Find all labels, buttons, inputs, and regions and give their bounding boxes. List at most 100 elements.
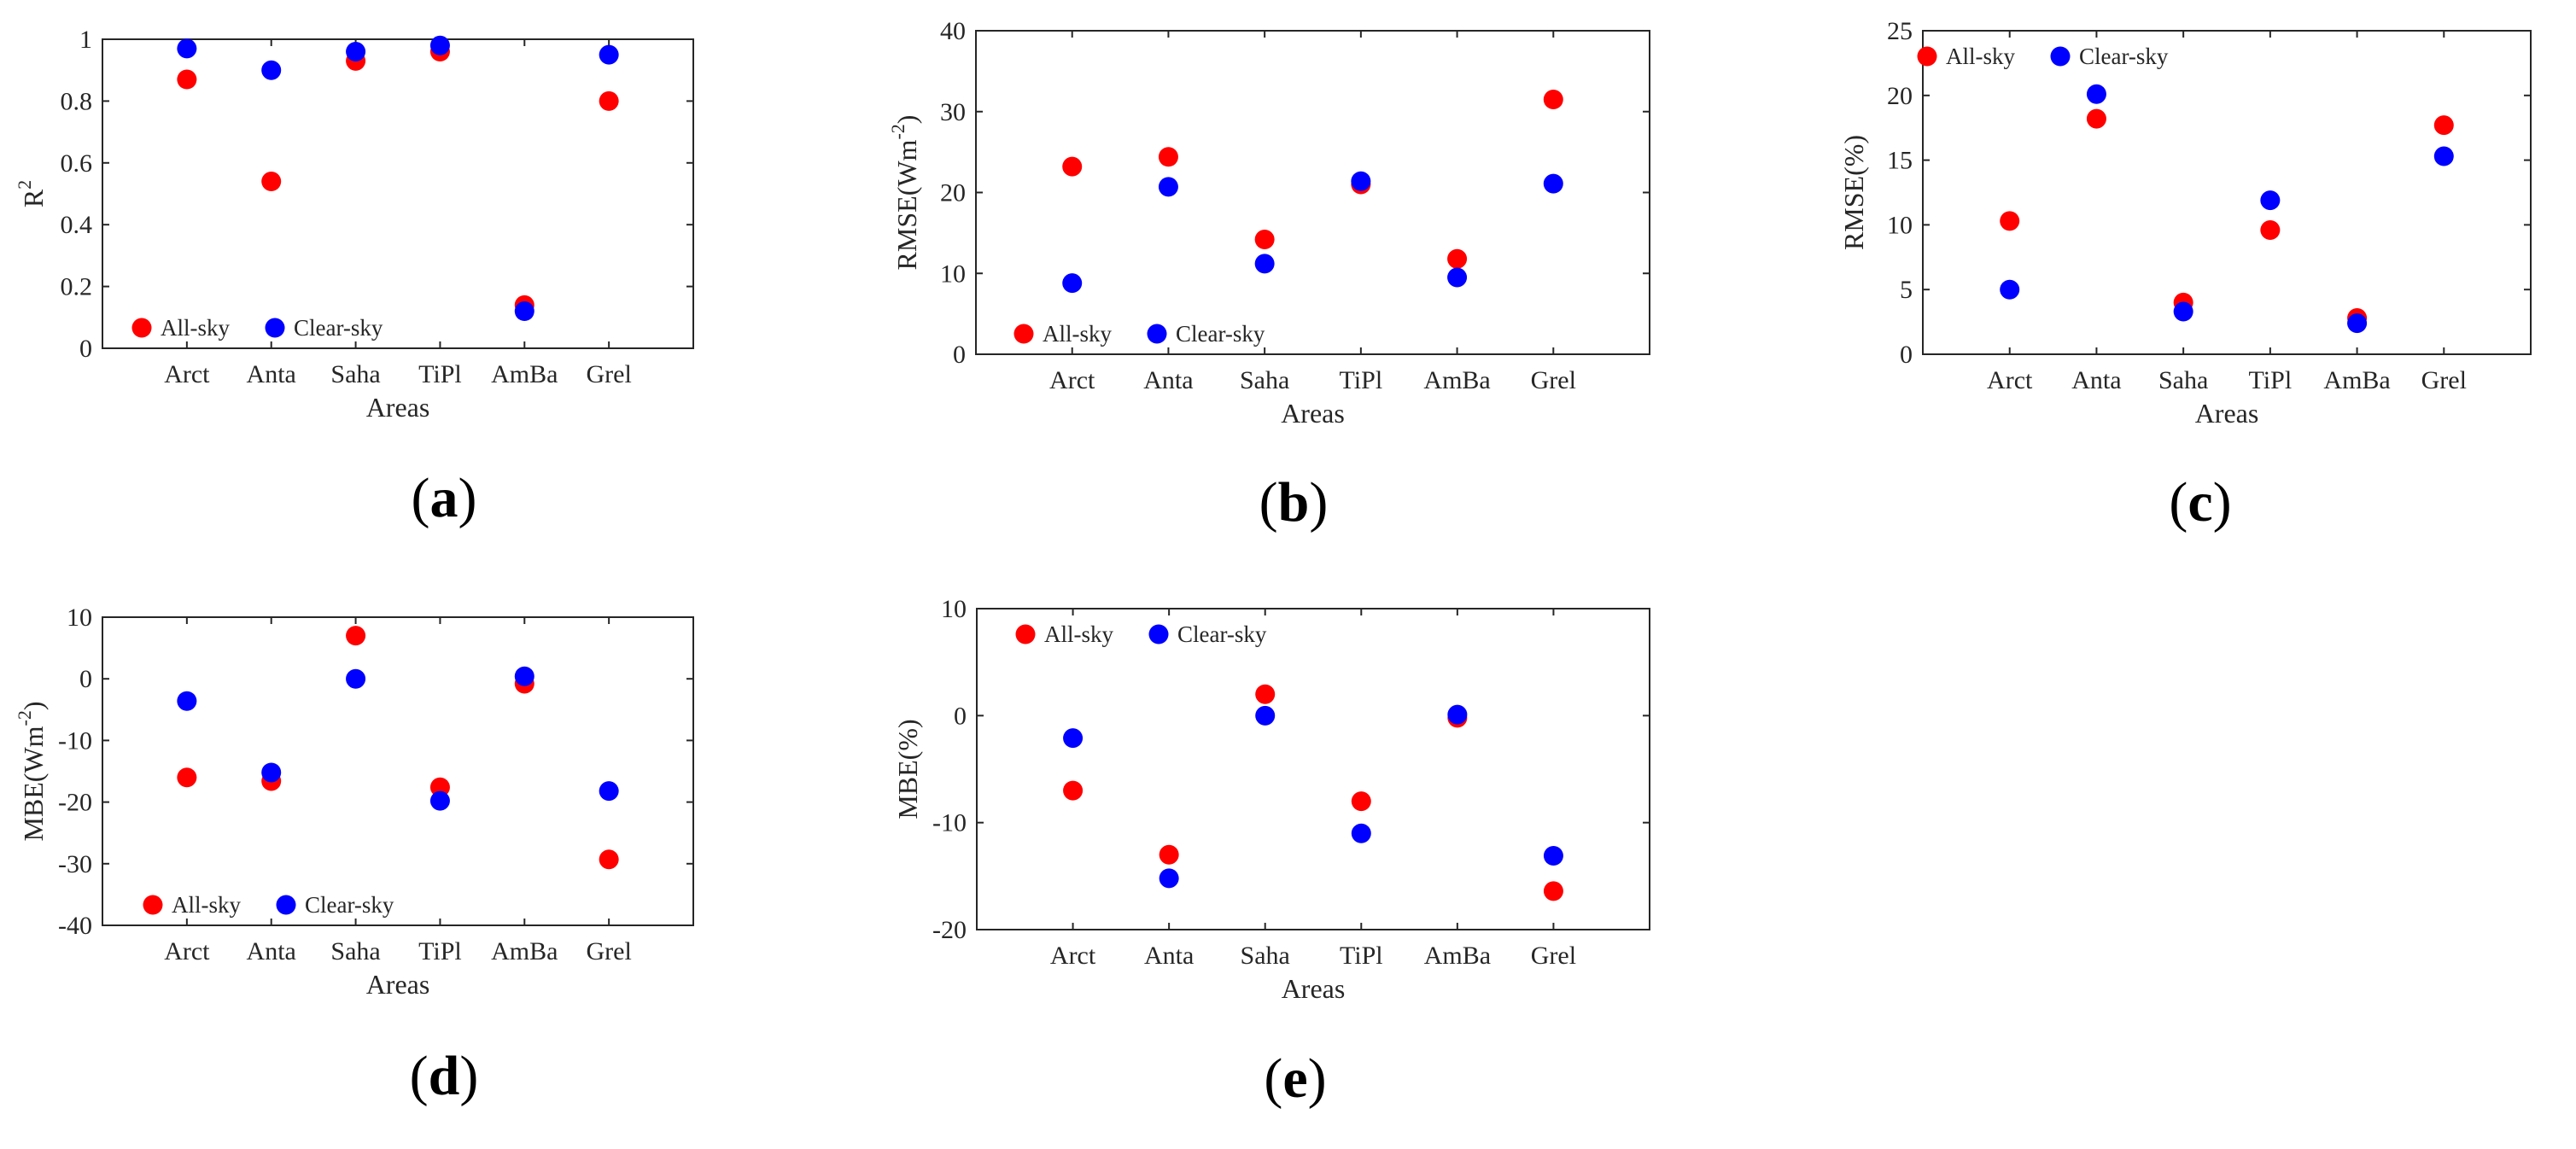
point-all-sky-arct (1063, 780, 1084, 801)
y-tick-label: 10 (67, 604, 92, 632)
point-clear-sky-arct (1063, 728, 1084, 749)
y-tick-label: 20 (940, 179, 966, 207)
x-tick-label: Anta (2071, 366, 2121, 394)
point-clear-sky-grel (599, 44, 619, 65)
point-all-sky-grel (2433, 115, 2454, 136)
x-tick-label: Arct (1049, 366, 1095, 394)
point-clear-sky-anta (1158, 177, 1178, 197)
x-tick-label: AmBa (1424, 942, 1491, 970)
legend-label-clear-sky: Clear-sky (2079, 44, 2169, 69)
legend-label-all-sky: All-sky (172, 892, 242, 918)
x-axis-label: Areas (1281, 398, 1345, 429)
y-tick-label: 20 (1887, 82, 1913, 110)
x-tick-label: Anta (247, 937, 296, 965)
x-tick-label: Grel (586, 937, 631, 965)
x-tick-label: AmBa (491, 360, 558, 388)
plot-area (1922, 30, 2532, 355)
legend-marker-all-sky (131, 318, 152, 338)
chart-panel-b: 0 10 20 30 40 Arct Anta Saha TiPl AmBa Grel Areas RM… (887, 17, 1650, 534)
y-tick-label: 0.2 (61, 273, 93, 301)
x-tick-label: AmBa (491, 937, 558, 965)
point-clear-sky-saha (346, 41, 366, 61)
y-tick-label: 10 (941, 595, 967, 623)
y-tick-label: 30 (940, 98, 966, 126)
point-clear-sky-anta (1159, 868, 1179, 889)
point-clear-sky-tipl (1351, 171, 1371, 191)
legend-marker-all-sky (1015, 624, 1036, 644)
x-tick-label: Anta (1143, 366, 1193, 394)
point-all-sky-anta (2086, 108, 2106, 129)
legend-marker-clear-sky (2050, 46, 2071, 67)
point-clear-sky-tipl (1351, 823, 1371, 843)
x-tick-label: Arct (164, 360, 210, 388)
y-tick-label: -40 (58, 912, 92, 940)
point-clear-sky-anta (261, 762, 282, 783)
point-clear-sky-amba (514, 666, 534, 686)
point-all-sky-saha (1254, 229, 1275, 249)
x-tick-label: Arct (1987, 366, 2033, 394)
y-tick-label: 10 (1887, 211, 1913, 239)
legend-label-clear-sky: Clear-sky (1177, 621, 1267, 647)
legend-label-clear-sky: Clear-sky (305, 892, 394, 918)
y-tick-label: 0.8 (61, 87, 93, 115)
y-tick-label: -20 (932, 916, 967, 944)
x-tick-label: Saha (1240, 366, 1289, 394)
x-tick-label: Saha (2158, 366, 2208, 394)
point-clear-sky-grel (1543, 846, 1563, 866)
point-clear-sky-amba (514, 301, 534, 322)
point-clear-sky-grel (599, 781, 619, 802)
chart-panel-d: -40 -30 -20 -10 0 10 Arct Anta Saha TiPl AmBa Grel A… (14, 604, 694, 1107)
x-tick-label: Saha (1241, 942, 1290, 970)
legend-label-clear-sky: Clear-sky (1176, 321, 1265, 347)
x-tick-label: Grel (586, 360, 631, 388)
legend-marker-clear-sky (276, 895, 296, 915)
point-all-sky-saha (346, 626, 366, 646)
y-tick-label: 40 (940, 17, 966, 45)
legend-label-all-sky: All-sky (1946, 44, 2016, 69)
x-axis-label: Areas (2195, 398, 2259, 429)
panel-label: (a) (412, 467, 477, 529)
y-axis-label: RMSE(%) (1838, 135, 1869, 250)
y-tick-label: 0 (953, 341, 966, 369)
y-tick-label: 10 (940, 260, 966, 288)
point-clear-sky-amba (1447, 704, 1468, 725)
point-clear-sky-tipl (429, 790, 450, 811)
point-clear-sky-saha (2173, 301, 2193, 322)
y-tick-label: 0.4 (61, 211, 93, 239)
x-axis-label: Areas (366, 969, 430, 1000)
point-clear-sky-arct (177, 38, 197, 59)
x-tick-label: Grel (2421, 366, 2467, 394)
panel-label: (d) (410, 1045, 479, 1107)
y-axis-label: R2 (14, 180, 49, 207)
y-axis-label: RMSE(Wm-2) (887, 115, 922, 271)
y-tick-label: 1 (79, 26, 92, 54)
legend-label-all-sky: All-sky (1044, 621, 1114, 647)
point-clear-sky-anta (261, 60, 282, 80)
chart-panel-c: 0 5 10 15 20 25 Arct Anta Saha TiPl AmBa Grel Areas R… (1838, 17, 2532, 534)
x-tick-label: AmBa (1423, 366, 1490, 394)
point-clear-sky-tipl (2260, 190, 2281, 211)
point-clear-sky-grel (2433, 146, 2454, 166)
y-tick-label: 0.6 (61, 149, 93, 178)
legend-label-all-sky: All-sky (161, 315, 231, 341)
y-tick-label: 0 (1900, 341, 1913, 369)
x-tick-label: Saha (330, 937, 380, 965)
point-clear-sky-amba (1447, 267, 1468, 288)
point-clear-sky-grel (1543, 173, 1563, 194)
point-all-sky-arct (177, 69, 197, 90)
legend-marker-clear-sky (1148, 624, 1169, 644)
point-clear-sky-tipl (429, 35, 450, 55)
point-all-sky-grel (599, 849, 619, 870)
y-tick-label: -30 (58, 850, 92, 878)
point-all-sky-grel (1543, 881, 1563, 901)
x-tick-label: Saha (330, 360, 380, 388)
legend-marker-all-sky (143, 895, 163, 915)
legend-marker-all-sky (1013, 324, 1034, 344)
point-clear-sky-anta (2086, 84, 2106, 104)
x-tick-label: Grel (1531, 366, 1576, 394)
legend-label-clear-sky: Clear-sky (294, 315, 383, 341)
point-all-sky-arct (2000, 211, 2020, 231)
panel-label: (b) (1259, 471, 1329, 534)
x-tick-label: TiPl (1340, 366, 1383, 394)
y-tick-label: 0 (79, 335, 92, 363)
